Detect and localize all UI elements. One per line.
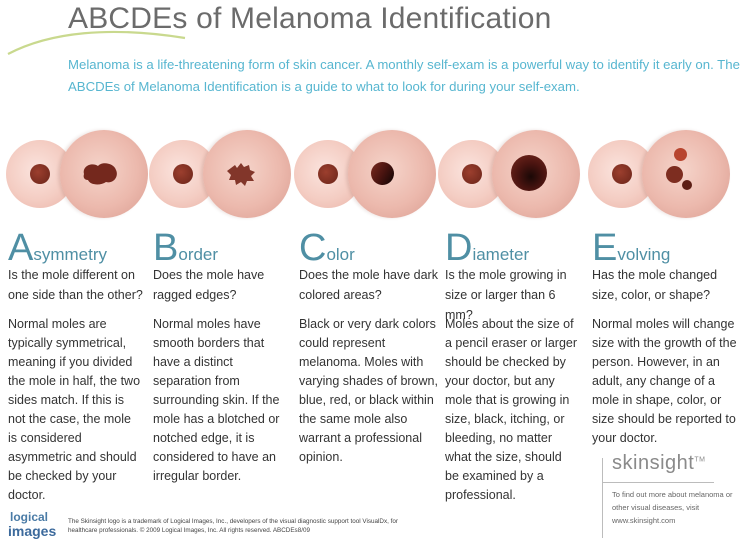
heading-asymmetry: Asymmetry xyxy=(8,227,108,269)
heading-rest: order xyxy=(178,245,219,264)
normal-mole-icon xyxy=(462,164,482,184)
dark-mole-icon xyxy=(371,162,394,185)
normal-skin-circle xyxy=(588,140,656,208)
evolving-mole-icon xyxy=(682,180,692,190)
heading-letter: A xyxy=(8,227,34,269)
large-mole-icon xyxy=(511,155,547,191)
trademark-mark: TM xyxy=(694,456,706,464)
heading-rest: iameter xyxy=(472,245,530,264)
normal-mole-icon xyxy=(173,164,193,184)
page-title: ABCDEs of Melanoma Identification xyxy=(68,2,552,35)
asymmetric-mole-icon xyxy=(83,163,117,185)
skinsight-text: To find out more about melanoma or other… xyxy=(612,490,733,525)
normal-mole-icon xyxy=(318,164,338,184)
abnormal-skin-circle xyxy=(60,130,148,218)
evolving-illustration xyxy=(588,130,738,218)
evolving-mole-icon xyxy=(666,166,683,183)
normal-skin-circle xyxy=(6,140,74,208)
body-diameter: Moles about the size of a pencil eraser … xyxy=(445,317,578,502)
divider xyxy=(602,482,714,483)
heading-letter: C xyxy=(299,227,327,269)
asymmetry-illustration xyxy=(6,130,156,218)
normal-mole-icon xyxy=(30,164,50,184)
abnormal-skin-circle xyxy=(492,130,580,218)
border-illustration xyxy=(149,130,299,218)
heading-evolving: Evolving xyxy=(592,227,671,269)
body-asymmetry: Normal moles are typically symmetrical, … xyxy=(8,317,141,502)
swoosh-decoration xyxy=(7,30,186,55)
heading-rest: olor xyxy=(326,245,355,264)
logo-text-bottom: images xyxy=(8,523,57,539)
question-evolving: Has the mole changed size, color, or sha… xyxy=(592,268,718,302)
diameter-illustration xyxy=(438,130,588,218)
question-asymmetry: Is the mole different on one side than t… xyxy=(8,268,143,302)
heading-rest: volving xyxy=(617,245,671,264)
abnormal-skin-circle xyxy=(203,130,291,218)
logical-images-logo: logical images xyxy=(6,510,62,539)
question-border: Does the mole have ragged edges? xyxy=(153,268,265,302)
heading-diameter: Diameter xyxy=(445,227,530,269)
abnormal-skin-circle xyxy=(642,130,730,218)
skinsight-logo: skinsightTM xyxy=(612,452,705,475)
body-border: Normal moles have smooth borders that ha… xyxy=(153,317,280,483)
heading-rest: symmetry xyxy=(33,245,108,264)
ragged-border-mole-icon xyxy=(227,163,255,186)
abnormal-skin-circle xyxy=(348,130,436,218)
intro-text: Melanoma is a life-threatening form of s… xyxy=(68,57,740,94)
question-diameter: Is the mole growing in size or larger th… xyxy=(445,268,567,322)
skinsight-callout: skinsightTM To find out more about melan… xyxy=(602,452,750,540)
body-evolving: Normal moles will change size with the g… xyxy=(592,317,737,445)
heading-border: Border xyxy=(153,227,219,269)
body-color: Black or very dark colors could represen… xyxy=(299,317,438,464)
skinsight-logo-text: skinsight xyxy=(612,452,695,474)
footer-text: The Skinsight logo is a trademark of Log… xyxy=(68,518,398,534)
normal-mole-icon xyxy=(612,164,632,184)
heading-letter: B xyxy=(153,227,179,269)
heading-color: Color xyxy=(299,227,355,269)
heading-letter: D xyxy=(445,227,473,269)
heading-letter: E xyxy=(592,227,618,269)
divider xyxy=(602,458,603,538)
evolving-mole-icon xyxy=(674,148,687,161)
color-illustration xyxy=(294,130,444,218)
question-color: Does the mole have dark colored areas? xyxy=(299,268,438,302)
logo-text-top: logical xyxy=(10,510,49,524)
